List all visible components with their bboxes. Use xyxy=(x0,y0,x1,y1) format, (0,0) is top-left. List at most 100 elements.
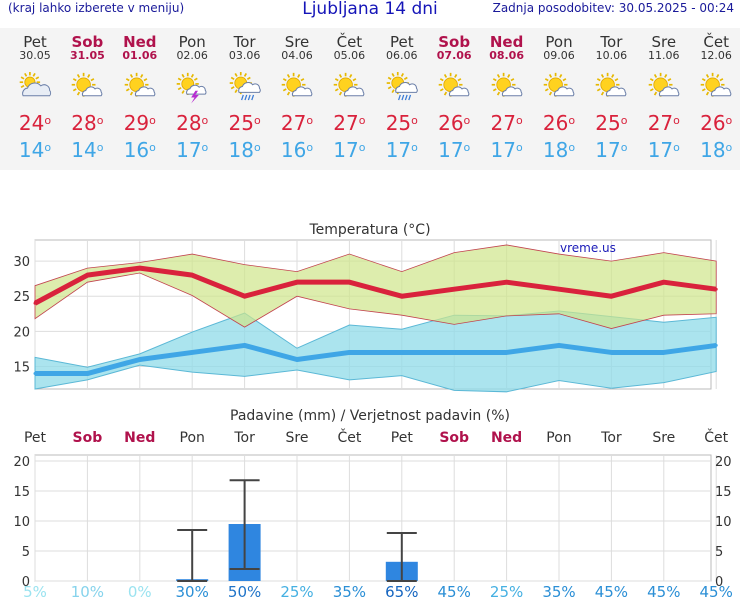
min-temperature-value: 18 xyxy=(700,138,726,162)
max-temperature-point xyxy=(33,301,37,305)
precipitation-probability-label: 35% xyxy=(542,583,575,600)
temperature-chart-title: Temperatura (°C) xyxy=(308,222,430,238)
precipitation-chart-title: Padavine (mm) / Verjetnost padavin (%) xyxy=(230,408,510,424)
day-column: Čet 05.06 27o 17o xyxy=(323,28,375,164)
page-title: Ljubljana 14 dni xyxy=(302,0,438,19)
min-temperature: 17o xyxy=(376,136,428,164)
day-column: Pon 02.06 28o 17o xyxy=(166,28,218,164)
degree-symbol: o xyxy=(358,141,366,154)
y-tick-label-left: 20 xyxy=(13,455,30,470)
precipitation-probability-label: 45% xyxy=(595,583,628,600)
day-label: Pet xyxy=(391,430,414,446)
y-tick-label-right: 0 xyxy=(715,575,723,590)
degree-symbol: o xyxy=(725,141,733,154)
degree-symbol: o xyxy=(411,141,418,154)
max-temperature-point xyxy=(452,287,456,291)
degree-symbol: o xyxy=(673,141,680,154)
day-column: Ned 08.06 27o 17o xyxy=(481,28,533,164)
precipitation-range-whisker xyxy=(177,529,208,582)
watermark-text: vreme.us xyxy=(560,241,616,255)
degree-symbol: o xyxy=(620,141,628,154)
precipitation-plot-area xyxy=(34,454,712,582)
min-temperature: 18o xyxy=(690,136,740,164)
day-name: Pon xyxy=(178,33,206,51)
degree-symbol: o xyxy=(568,141,576,154)
degree-symbol: o xyxy=(515,114,523,127)
max-temperature-value: 26 xyxy=(542,111,569,135)
precipitation-probability-label: 25% xyxy=(490,583,523,600)
min-temperature-value: 16 xyxy=(123,138,150,162)
precipitation-chart: Padavine (mm) / Verjetnost padavin (%) Pe… xyxy=(13,408,732,600)
max-temperature: 28o xyxy=(61,110,113,136)
sun-cloud-icon xyxy=(124,72,156,97)
min-temperature-point xyxy=(138,357,142,361)
day-name: Pet xyxy=(389,33,414,51)
day-column: Pon 09.06 26o 18o xyxy=(533,28,585,164)
min-temperature-value: 17 xyxy=(438,138,464,162)
max-temperature-value: 29 xyxy=(123,111,150,135)
day-date: 06.06 xyxy=(386,49,418,62)
max-temperature-point xyxy=(190,273,194,277)
max-temperature: 28o xyxy=(166,110,218,136)
max-temperature-value: 28 xyxy=(176,111,202,135)
day-column: Pet 06.06 25o 17o xyxy=(376,28,428,164)
min-temperature-value: 16 xyxy=(280,138,307,162)
day-name: Ned xyxy=(489,33,524,51)
location-menu-note: (kraj lahko izberete v meniju) xyxy=(8,1,185,15)
day-label: Sob xyxy=(439,430,469,446)
min-temperature-point xyxy=(295,357,299,361)
max-temperature: 25o xyxy=(219,110,271,136)
degree-symbol: o xyxy=(725,114,733,127)
temperature-chart: Temperatura (°C) 15 20 25 30 vreme.us xyxy=(13,222,718,393)
min-temperature-value: 14 xyxy=(71,138,97,162)
max-temperature: 27o xyxy=(481,110,533,136)
max-temperature-point xyxy=(609,294,613,298)
min-temperature-value: 18 xyxy=(542,138,569,162)
y-tick-label: 30 xyxy=(13,255,30,270)
day-label: Ned xyxy=(124,430,155,446)
min-temperature-point xyxy=(190,350,194,354)
day-name: Tor xyxy=(233,33,256,51)
max-temperature: 25o xyxy=(376,110,428,136)
day-label: Sob xyxy=(73,430,103,446)
y-tick-label-left: 0 xyxy=(22,575,30,590)
day-label: Pon xyxy=(180,430,205,446)
min-temperature: 16o xyxy=(271,136,323,164)
degree-symbol: o xyxy=(149,141,156,154)
max-temperature-value: 25 xyxy=(385,111,412,135)
day-date: 05.06 xyxy=(333,49,366,62)
degree-symbol: o xyxy=(673,114,680,127)
min-temperature: 17o xyxy=(166,136,218,164)
max-temperature: 27o xyxy=(323,110,375,136)
day-name: Ned xyxy=(123,33,157,51)
min-temperature-point xyxy=(85,372,89,376)
max-temperature-point xyxy=(138,266,142,270)
y-tick-label-right: 5 xyxy=(715,545,723,560)
min-temperature: 14o xyxy=(9,136,61,164)
max-temperature-point xyxy=(714,287,718,291)
sun-cloud-icon xyxy=(72,72,103,97)
day-label: Čet xyxy=(337,428,361,446)
thunderstorm-icon xyxy=(176,72,207,104)
precipitation-probability-label: 0% xyxy=(128,583,152,600)
max-temperature-point xyxy=(347,280,351,284)
precipitation-range-whisker xyxy=(386,532,417,582)
day-column: Sre 04.06 27o 16o xyxy=(271,28,323,164)
max-temperature-value: 26 xyxy=(700,111,726,135)
day-label: Pet xyxy=(24,430,47,446)
max-temperature: 24o xyxy=(9,110,61,136)
max-temperature-point xyxy=(557,287,561,291)
min-temperature: 17o xyxy=(323,136,375,164)
precipitation-probability-label: 50% xyxy=(228,583,261,600)
min-temperature-point xyxy=(505,350,509,354)
max-temperature-point xyxy=(662,280,666,284)
degree-symbol: o xyxy=(253,114,261,127)
day-name: Tor xyxy=(600,33,623,51)
min-temperature-point xyxy=(33,372,37,376)
day-label: Tor xyxy=(600,430,622,446)
degree-symbol: o xyxy=(44,114,52,127)
sun-cloud-icon xyxy=(700,72,732,97)
day-date: 01.06 xyxy=(122,49,158,62)
precipitation-probability-label: 5% xyxy=(23,583,47,600)
min-temperature-value: 17 xyxy=(490,138,516,162)
